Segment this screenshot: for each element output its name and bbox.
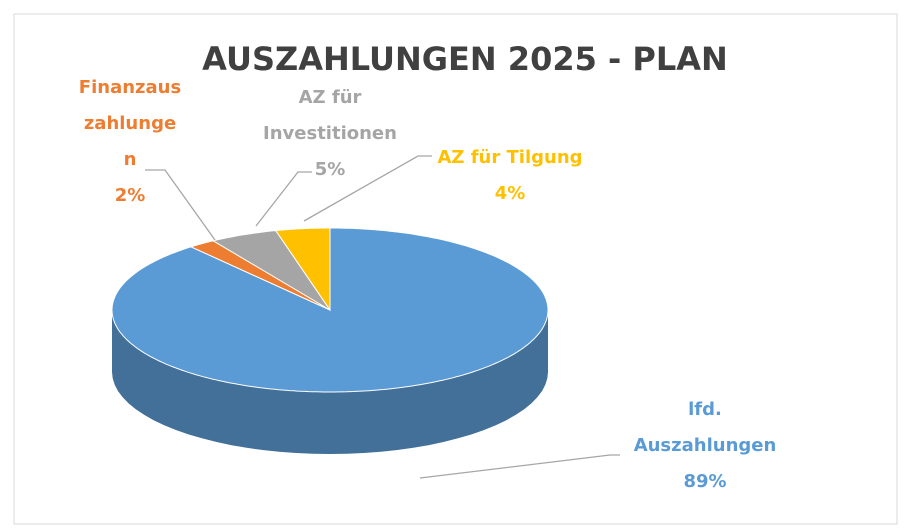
slice-side (112, 310, 548, 454)
data-label: lfd. Auszahlungen 89% (615, 392, 795, 500)
data-label: AZ für Investitionen 5% (250, 80, 410, 188)
leader-line (303, 155, 432, 222)
value-label: 89% (683, 471, 727, 492)
category-label: AZ für Investitionen (263, 87, 397, 144)
chart-title: AUSZAHLUNGEN 2025 - PLAN (202, 40, 728, 78)
slice (211, 230, 331, 311)
data-label: Finanzauszahlungen 2% (78, 70, 183, 214)
value-label: 2% (114, 185, 146, 206)
category-label: AZ für Tilgung (437, 147, 583, 168)
category-label: lfd. Auszahlungen (633, 399, 777, 456)
category-label: Finanzauszahlungen (78, 77, 182, 170)
value-label: 5% (314, 159, 346, 180)
slice (189, 240, 331, 311)
leader-line (255, 171, 312, 227)
slice (274, 227, 331, 312)
value-label: 4% (494, 183, 526, 204)
leader-line (145, 169, 216, 241)
leader-line (419, 454, 620, 479)
data-label: AZ für Tilgung 4% (415, 140, 605, 212)
